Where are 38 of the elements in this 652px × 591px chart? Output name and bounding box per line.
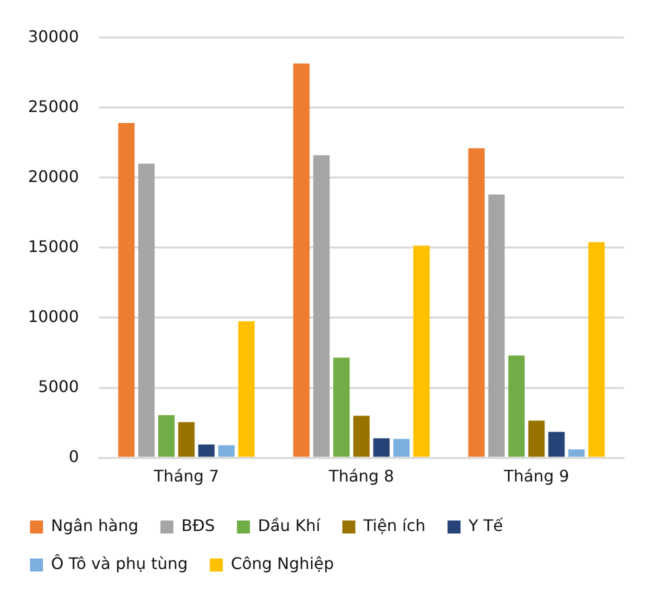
bar xyxy=(468,148,485,457)
x-tick-label: Tháng 9 xyxy=(502,466,570,486)
bar xyxy=(568,449,585,457)
bar xyxy=(548,432,565,457)
y-tick-label: 25000 xyxy=(28,96,79,116)
legend-label: Công Nghiệp xyxy=(230,554,334,574)
bar xyxy=(158,415,175,457)
bar xyxy=(333,358,350,457)
legend-label: Dầu Khí xyxy=(258,516,321,536)
y-tick-label: 10000 xyxy=(28,306,79,326)
bar xyxy=(138,164,155,457)
legend-label: Y Tế xyxy=(468,516,504,536)
bar xyxy=(393,438,410,457)
legend-label: Ô Tô và phụ tùng xyxy=(51,554,188,574)
bar xyxy=(313,155,330,457)
legend-label: Tiện ích xyxy=(362,516,426,536)
bar xyxy=(218,445,235,457)
bar xyxy=(238,321,255,457)
y-tick-label: 0 xyxy=(68,446,79,466)
y-tick-label: 30000 xyxy=(28,26,79,46)
bar xyxy=(588,242,605,457)
x-tick-label: Tháng 7 xyxy=(152,466,220,486)
bar xyxy=(178,422,195,457)
legend-label: Ngân hàng xyxy=(51,516,138,536)
bar xyxy=(413,246,430,457)
bar xyxy=(508,356,525,457)
y-tick-label: 20000 xyxy=(28,166,79,186)
y-tick-label: 5000 xyxy=(38,376,79,396)
y-tick-label: 15000 xyxy=(28,236,79,256)
bar xyxy=(373,438,390,457)
bar xyxy=(528,420,545,457)
bar xyxy=(118,123,135,457)
legend-label: BĐS xyxy=(181,516,215,536)
bar xyxy=(353,416,370,457)
bar xyxy=(198,444,215,457)
x-tick-label: Tháng 8 xyxy=(328,466,394,486)
bar xyxy=(488,194,505,457)
bar xyxy=(293,64,310,457)
